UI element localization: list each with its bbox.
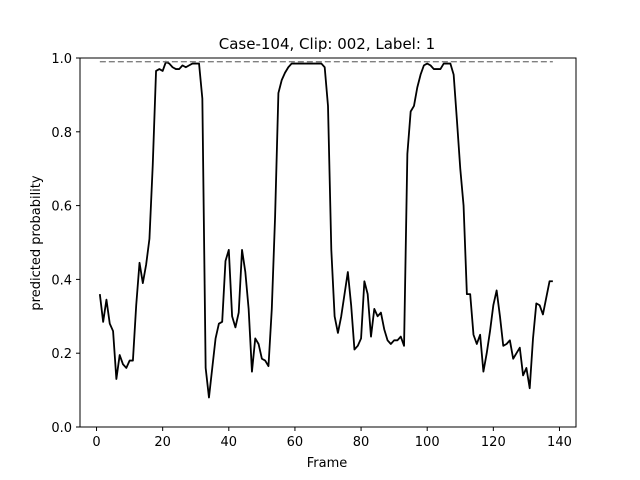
x-tick-label: 100 xyxy=(415,435,440,450)
y-tick-label: 0.4 xyxy=(51,273,72,288)
x-axis-label: Frame xyxy=(307,456,348,471)
chart-title: Case-104, Clip: 002, Label: 1 xyxy=(219,35,435,53)
probability-series-line xyxy=(98,60,553,399)
x-tick-label: 0 xyxy=(92,435,100,450)
y-tick-label: 0.2 xyxy=(51,347,72,362)
y-tick-label: 0.8 xyxy=(51,126,72,141)
x-axis: 0 20 40 60 80 100 120 140 xyxy=(92,427,572,450)
x-tick-label: 80 xyxy=(353,435,370,450)
y-tick-label: 0.0 xyxy=(51,421,72,436)
x-tick-label: 120 xyxy=(481,435,506,450)
x-tick-label: 20 xyxy=(154,435,171,450)
y-tick-label: 0.6 xyxy=(51,200,72,215)
x-tick-label: 40 xyxy=(221,435,238,450)
y-axis-label: predicted probability xyxy=(29,175,44,310)
y-axis: 0.0 0.2 0.4 0.6 0.8 1.0 xyxy=(51,52,80,436)
plot-area xyxy=(79,57,577,428)
plot-frame xyxy=(79,57,577,428)
x-tick-label: 140 xyxy=(547,435,572,450)
y-tick-label: 1.0 xyxy=(51,52,72,67)
x-tick-label: 60 xyxy=(287,435,304,450)
